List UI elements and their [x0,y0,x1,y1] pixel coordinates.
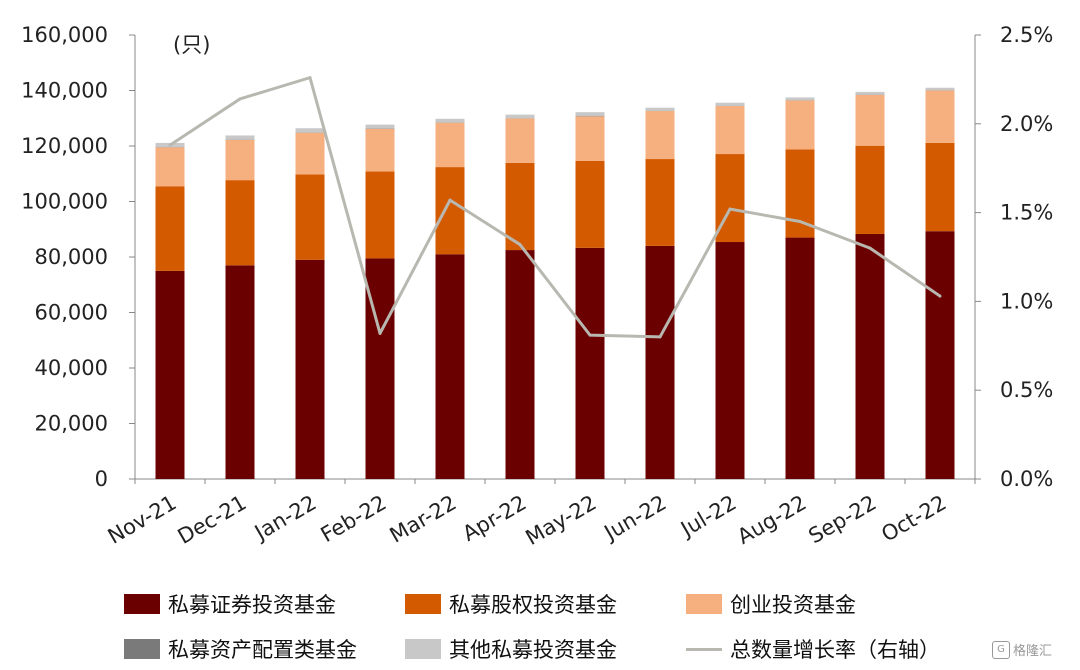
bar-segment-0 [295,259,325,479]
right-tick-label: 2.5% [1000,23,1053,47]
growth-rate-point [658,335,662,339]
left-tick-label: 20,000 [35,412,108,436]
bar-segment-2 [925,90,955,143]
bar-segment-1 [855,145,885,234]
growth-rate-line [169,76,941,339]
right-tick-label: 0.5% [1000,378,1053,402]
x-tick-label: Dec-21 [174,491,251,549]
x-tick-label: Feb-22 [317,491,391,548]
left-tick-label: 140,000 [21,79,108,103]
growth-rate-point [518,243,522,247]
bar-segment-0 [435,254,465,479]
watermark-logo-icon: G [992,640,1010,659]
growth-rate-point [168,143,172,147]
growth-rate-point [798,219,802,223]
bar-segment-4 [365,124,395,129]
bar-segment-2 [785,100,815,150]
growth-rate-point [238,97,242,101]
bar-segment-4 [295,128,325,133]
bar-segment-2 [855,94,885,146]
x-tick-label: Nov-21 [104,491,181,549]
bar-segment-4 [785,97,815,101]
bar-segment-1 [645,159,675,246]
bar-segment-4 [435,118,465,123]
bar-segment-4 [575,112,605,116]
bar-segment-2 [575,116,605,161]
bar-segment-1 [435,167,465,255]
bar-segment-1 [365,171,395,259]
bar-segment-4 [505,114,535,119]
bar-segment-1 [225,180,255,266]
bar-segment-0 [155,270,185,479]
bar-segment-2 [365,128,395,172]
left-tick-label: 40,000 [35,356,108,380]
x-tick-label: Oct-22 [877,491,950,547]
bar-segment-1 [925,142,955,232]
bar-segment-3 [575,115,605,117]
right-tick-label: 2.0% [1000,112,1053,136]
bar-segment-4 [645,107,675,111]
right-tick-label: 1.5% [1000,201,1053,225]
bar-segment-0 [715,242,745,479]
bar-segment-2 [645,111,675,160]
left-tick-label: 0 [95,467,108,491]
bar-segment-2 [295,132,325,175]
bar-segment-2 [505,118,535,163]
growth-rate-point [588,333,592,337]
bar-segment-0 [575,247,605,479]
bar-segment-0 [855,233,885,479]
bar-segment-0 [645,245,675,479]
x-tick-label: Jul-22 [675,491,740,543]
growth-rate-point [378,331,382,335]
bar-segment-1 [295,174,325,260]
bar-segment-0 [505,250,535,479]
bar-segment-4 [715,102,745,106]
x-tick-label: Jun-22 [599,491,671,546]
growth-line-layer [168,76,942,339]
x-tick-label: Sep-22 [805,491,881,549]
bar-segment-0 [785,237,815,479]
growth-rate-point [938,294,942,298]
chart-axes [129,34,981,484]
bar-segment-2 [155,147,185,187]
x-tick-label: May-22 [522,491,601,550]
watermark-text: 格隆汇 [1013,644,1053,659]
bar-segment-2 [715,106,745,155]
left-tick-label: 100,000 [21,190,108,214]
growth-rate-point [448,198,452,202]
bar-segment-4 [925,87,955,91]
chart-bars [155,87,955,479]
bar-segment-1 [575,160,605,248]
bar-segment-2 [435,122,465,168]
left-tick-label: 120,000 [21,134,108,158]
x-tick-label: Apr-22 [458,491,530,546]
left-axis-unit-label: (只) [173,33,210,57]
bar-segment-2 [225,139,255,181]
watermark: G 格隆汇 [992,640,1052,659]
growth-rate-point [308,76,312,80]
x-tick-label: Mar-22 [386,491,461,548]
right-tick-label: 0.0% [1000,467,1053,491]
bar-segment-4 [855,91,885,95]
left-tick-label: 80,000 [35,245,108,269]
bar-segment-0 [925,231,955,479]
right-tick-label: 1.0% [1000,289,1053,313]
bar-segment-1 [155,186,185,271]
left-tick-label: 60,000 [35,301,108,325]
bar-segment-0 [225,265,255,479]
bar-segment-1 [505,162,535,251]
growth-rate-point [728,207,732,211]
left-tick-label: 160,000 [21,23,108,47]
bar-segment-4 [225,135,255,140]
x-tick-label: Jan-22 [249,491,320,546]
growth-rate-point [868,246,872,250]
x-tick-label: Aug-22 [733,491,810,549]
